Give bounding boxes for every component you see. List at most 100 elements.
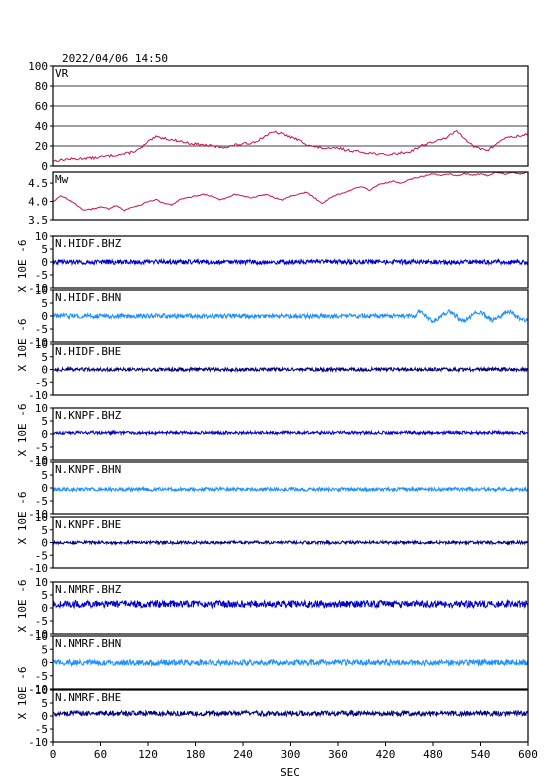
y-tick-label: 0 <box>41 537 48 550</box>
panel-frame <box>52 407 529 461</box>
series-line <box>52 657 529 668</box>
y-tick-label: 0 <box>41 256 48 269</box>
y-tick-label: 10 <box>35 684 48 697</box>
y-tick-label: 0 <box>41 602 48 615</box>
panel-label: N.NMRF.BHN <box>55 637 121 650</box>
panel-label: N.HIDF.BHN <box>55 291 121 304</box>
panel-frame <box>52 689 529 743</box>
y-tick-label: -5 <box>35 323 48 336</box>
panel-label: Mw <box>55 173 69 186</box>
x-tick-label: 540 <box>471 748 491 761</box>
panel-frame <box>52 235 529 289</box>
y-tick-label: -5 <box>35 670 48 683</box>
y-tick-label: -5 <box>35 441 48 454</box>
y-tick-label: -10 <box>28 454 48 467</box>
y-tick-label: 5 <box>41 589 48 602</box>
y-tick-label: -10 <box>28 508 48 521</box>
y-tick-label: 0 <box>41 364 48 377</box>
y-tick-label: -10 <box>28 628 48 641</box>
y-tick-label: 0 <box>41 657 48 670</box>
y-tick-label: 10 <box>35 230 48 243</box>
unit-label: X 10E -6 <box>16 404 29 457</box>
x-tick-label: 300 <box>281 748 301 761</box>
panel-frame <box>52 65 529 167</box>
y-tick-label: -10 <box>28 683 48 696</box>
panel-label: N.HIDF.BHE <box>55 345 121 358</box>
y-tick-label: 5 <box>41 297 48 310</box>
y-tick-label: -5 <box>35 615 48 628</box>
x-tick-label: 60 <box>94 748 107 761</box>
x-axis-label: SEC <box>280 766 300 779</box>
y-tick-label: 10 <box>35 576 48 589</box>
y-tick-label: 5 <box>41 469 48 482</box>
panel-frame <box>52 343 529 396</box>
y-tick-label: 0 <box>41 428 48 441</box>
y-tick-label: 5 <box>41 643 48 656</box>
y-tick-label: 40 <box>35 120 48 133</box>
y-tick-label: 10 <box>35 402 48 415</box>
series-line <box>52 539 529 546</box>
panel-label: N.NMRF.BHE <box>55 691 121 704</box>
y-tick-label: 80 <box>35 80 48 93</box>
panel-label: N.KNPF.BHE <box>55 518 121 531</box>
panel-label: N.HIDF.BHZ <box>55 237 122 250</box>
panel-frame <box>52 581 529 635</box>
x-tick-label: 240 <box>233 748 253 761</box>
y-tick-label: -5 <box>35 269 48 282</box>
y-tick-label: -5 <box>35 723 48 736</box>
series-line <box>52 129 529 163</box>
panel-vr: 0 20 40 60 80 100 VR <box>28 60 529 173</box>
panel-label: VR <box>55 67 69 80</box>
y-tick-label: 10 <box>35 456 48 469</box>
unit-label: X 10E -6 <box>16 667 29 720</box>
y-tick-label: 10 <box>35 511 48 524</box>
series-line <box>52 257 529 267</box>
series-line <box>52 309 529 324</box>
y-tick-label: -5 <box>35 549 48 562</box>
y-tick-label: 10 <box>35 338 48 351</box>
y-tick-label: 100 <box>28 60 48 73</box>
panel-mw: 3.5 4.0 4.5 Mw <box>28 171 529 227</box>
panel-frame <box>52 289 529 343</box>
x-tick-label: 420 <box>376 748 396 761</box>
unit-label: X 10E -6 <box>16 580 29 633</box>
y-tick-label: 5 <box>41 243 48 256</box>
panel-frame <box>52 171 529 221</box>
x-tick-label: 120 <box>138 748 158 761</box>
y-tick-label: 3.5 <box>28 214 48 227</box>
y-tick-label: -10 <box>28 336 48 349</box>
panel-frame <box>52 516 529 569</box>
y-tick-label: 5 <box>41 697 48 710</box>
y-tick-label: 4.5 <box>28 177 48 190</box>
timestamp: 2022/04/06 14:50 <box>62 52 168 65</box>
x-tick-label: 360 <box>328 748 348 761</box>
y-tick-label: 5 <box>41 415 48 428</box>
panel-frame <box>52 461 529 515</box>
x-tick-label: 180 <box>186 748 206 761</box>
y-tick-label: 60 <box>35 100 48 113</box>
y-tick-label: -10 <box>28 282 48 295</box>
y-tick-label: -5 <box>35 495 48 508</box>
x-tick-label: 600 <box>518 748 538 761</box>
panel-label: N.KNPF.BHZ <box>55 409 122 422</box>
y-tick-label: 5 <box>41 524 48 537</box>
y-tick-label: 20 <box>35 140 48 153</box>
series-line <box>52 171 528 212</box>
y-tick-label: 5 <box>41 351 48 364</box>
series-line <box>52 598 529 610</box>
unit-label: X 10E -6 <box>16 492 29 545</box>
y-tick-label: 4.0 <box>28 196 48 209</box>
y-tick-label: -5 <box>35 376 48 389</box>
series-line <box>52 485 528 493</box>
panel-label: N.NMRF.BHZ <box>55 583 122 596</box>
x-tick-label: 0 <box>50 748 57 761</box>
series-line <box>52 709 529 718</box>
